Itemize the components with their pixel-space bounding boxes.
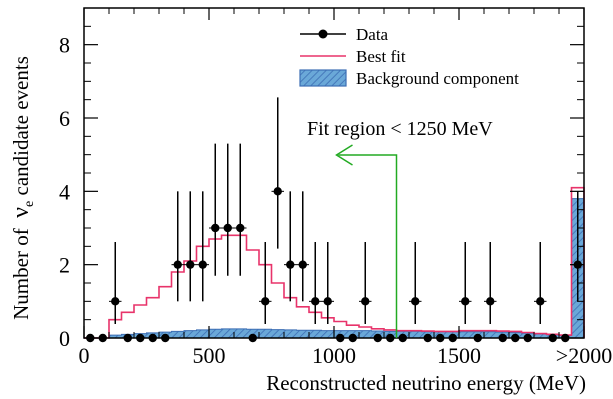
fit-region-arrow-head [335,144,353,166]
background-bin [171,331,184,338]
legend-best-fit-label: Best fit [356,47,406,66]
background-bin [209,329,222,338]
data-point [486,297,495,306]
y-tick-label: 4 [59,179,70,204]
x-tick-label: 1000 [312,343,356,368]
y-tick-label: 2 [59,253,70,278]
data-point [173,260,182,269]
axis-ticks: 0 500 1000 1500 >2000 0 2 4 6 8 [59,8,612,368]
background-bin [259,329,272,338]
y-axis-title-suffix: candidate events [9,56,33,201]
background-bin [309,330,322,338]
fit-region-annotation: Fit region < 1250 MeV [307,118,493,338]
x-tick-label: 500 [193,343,226,368]
background-bin [271,329,284,338]
y-tick-label: 8 [59,33,70,58]
y-axis-title-symbol: ν [8,207,34,218]
y-tick-label: 6 [59,106,70,131]
data-point [198,260,207,269]
data-point [298,260,307,269]
background-bin [359,330,372,338]
background-bin [459,331,472,338]
data-point [411,297,420,306]
best-fit-histogram [84,186,585,339]
data-point [273,187,282,196]
background-bin [196,329,209,338]
legend-background-label: Background component [356,69,519,88]
legend-entry-background: Background component [299,69,519,88]
fit-region-label: Fit region < 1250 MeV [307,118,493,140]
background-bin [284,329,297,338]
y-axis-title-subscript: e [22,201,37,207]
data-point [111,297,120,306]
y-tick-label: 0 [59,326,70,351]
data-point [223,223,232,233]
background-bin [321,330,334,338]
data-point [536,297,545,306]
background-bin [484,331,497,338]
background-bin [234,328,247,338]
legend-data-marker [318,29,328,39]
background-bin [534,333,547,338]
data-point [186,260,195,269]
legend-entry-best-fit: Best fit [300,47,406,66]
data-point [361,297,370,306]
data-point [461,297,470,306]
background-bin [109,335,122,338]
fit-region-arrow-line [338,154,398,338]
background-bin [246,329,259,338]
y-axis-title-prefix: Number of [9,218,33,320]
background-bin [184,330,197,338]
data-point [236,223,245,233]
x-tick-label: >2000 [556,343,612,368]
background-bin [409,331,422,338]
x-tick-label: 0 [79,343,90,368]
x-axis-title: Reconstructed neutrino energy (MeV) [266,371,586,395]
data-point [211,223,220,233]
background-bin [221,328,234,338]
data-point [261,297,270,306]
best-fit-line [84,186,585,339]
data-point [323,297,332,306]
background-bin [296,330,309,338]
data-point [286,260,295,269]
x-tick-label: 1500 [437,343,481,368]
legend-data-label: Data [356,25,389,44]
legend-background-swatch [299,69,347,87]
data-point [311,297,320,306]
legend-entry-data: Data [300,25,389,44]
legend: Data Best fit Background component [299,25,519,88]
y-axis-title: Number of νe candidate events [8,56,37,320]
